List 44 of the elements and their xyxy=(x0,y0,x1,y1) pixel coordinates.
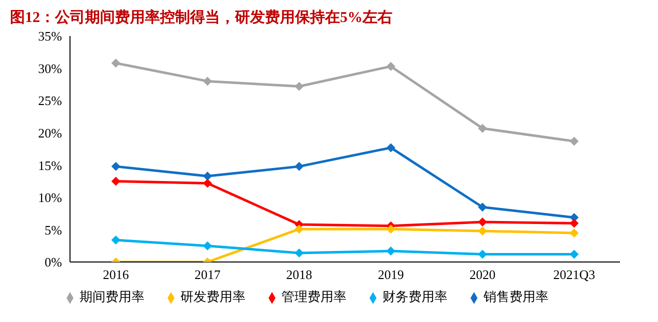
point xyxy=(386,143,396,152)
legend-label: 期间费用率 xyxy=(80,289,144,304)
point xyxy=(478,226,487,236)
point xyxy=(203,76,212,86)
point xyxy=(386,224,396,234)
point xyxy=(203,178,212,188)
y-tick-label: 30% xyxy=(38,60,62,76)
point xyxy=(386,246,396,256)
point xyxy=(570,136,579,146)
point xyxy=(111,236,120,245)
x-tick-label: 2018 xyxy=(286,267,312,282)
legend-label: 研发费用率 xyxy=(180,289,246,304)
y-tick-label: 15% xyxy=(38,158,62,173)
point xyxy=(294,82,304,91)
legend-label: 财务费用率 xyxy=(382,289,448,304)
y-tick-label: 10% xyxy=(38,190,62,206)
point xyxy=(478,202,487,212)
x-tick-label: 2016 xyxy=(102,267,130,282)
legend-label: 销售费用率 xyxy=(484,289,548,304)
y-tick-label: 20% xyxy=(38,125,62,140)
point xyxy=(478,124,487,133)
point xyxy=(294,162,304,171)
point xyxy=(386,62,396,71)
point xyxy=(294,224,304,234)
x-tick-label: 2020 xyxy=(470,267,496,282)
point xyxy=(478,250,487,259)
x-tick-label: 2017 xyxy=(194,267,221,282)
x-tick-label: 2019 xyxy=(378,267,404,282)
point xyxy=(294,248,304,258)
point xyxy=(111,58,120,68)
point xyxy=(478,217,487,226)
point xyxy=(570,218,579,228)
chart-title: 图12：公司期间费用率控制得当，研发费用保持在5%左右 xyxy=(9,8,394,28)
point xyxy=(111,176,120,186)
y-tick-label: 0% xyxy=(44,254,62,270)
point xyxy=(203,241,212,250)
x-tick-label: 2021Q3 xyxy=(553,267,596,282)
y-tick-label: 5% xyxy=(44,222,62,238)
point xyxy=(111,162,120,171)
point xyxy=(203,172,212,181)
legend-label: 管理费用率 xyxy=(282,289,346,304)
y-tick-label: 35% xyxy=(38,28,62,44)
point xyxy=(570,228,579,238)
y-tick-label: 25% xyxy=(38,93,62,108)
